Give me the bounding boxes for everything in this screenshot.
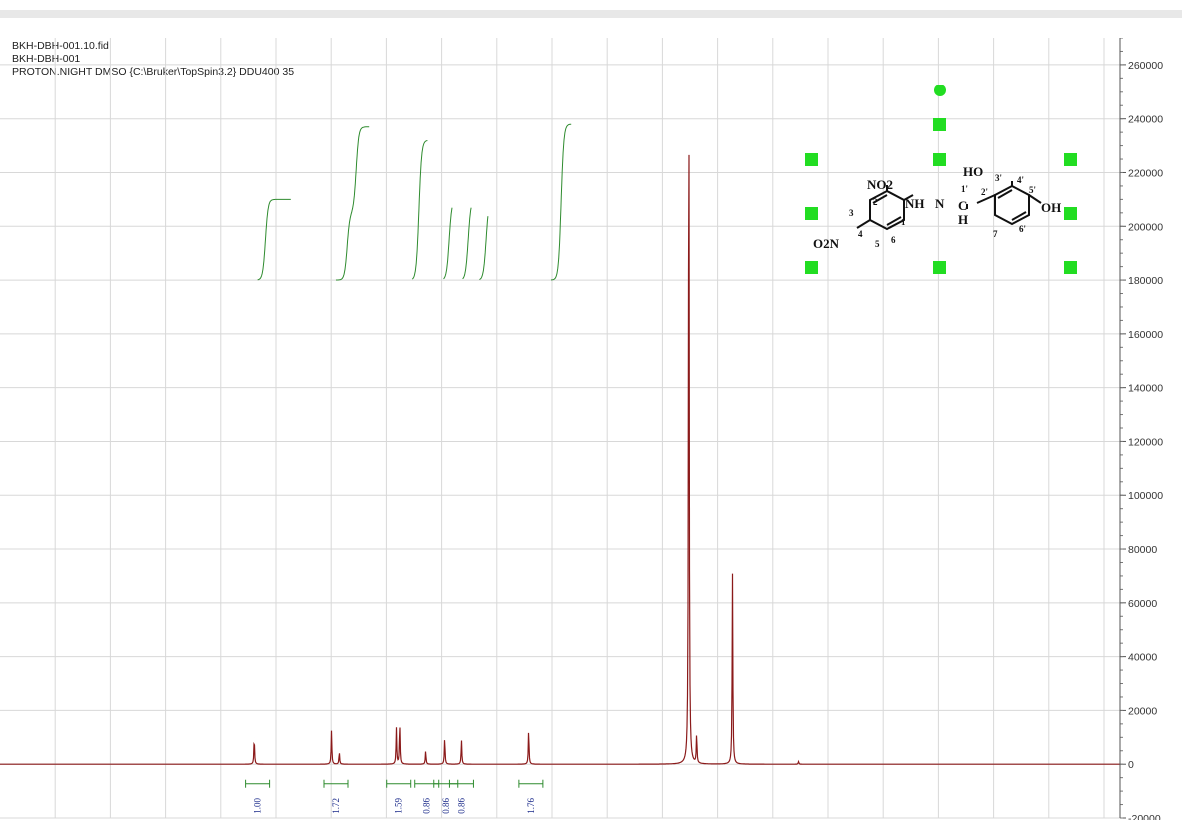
benzene-ring-right bbox=[966, 181, 1042, 226]
handle-top-rotate[interactable] bbox=[933, 118, 946, 131]
y-tick-label: 80000 bbox=[1128, 544, 1157, 556]
handle-bottom-left[interactable] bbox=[805, 261, 818, 274]
atom-5p: 5' bbox=[1029, 185, 1036, 195]
top-toolbar-strip bbox=[0, 10, 1182, 18]
y-tick-label: 240000 bbox=[1128, 114, 1163, 126]
atom-1: 1 bbox=[901, 217, 906, 227]
y-tick-label: 260000 bbox=[1128, 60, 1163, 72]
y-tick-label: 120000 bbox=[1128, 436, 1163, 448]
y-tick-label: -20000 bbox=[1128, 813, 1161, 820]
dataset-name: BKH-DBH-001 bbox=[12, 53, 81, 65]
label-nh: NH bbox=[905, 196, 925, 211]
integral-curve bbox=[443, 207, 453, 280]
y-tick-label: 200000 bbox=[1128, 221, 1163, 233]
dataset-filename: BKH-DBH-001.10.fid bbox=[12, 40, 109, 52]
integral-label: 1.72 bbox=[331, 798, 341, 814]
atom-3p: 3' bbox=[995, 173, 1002, 183]
integral-label: 0.86 bbox=[441, 797, 451, 813]
handle-top-right[interactable] bbox=[1064, 153, 1077, 166]
atom-1p: 1' bbox=[961, 184, 968, 194]
y-tick-label: 100000 bbox=[1128, 490, 1163, 502]
atom-6: 6 bbox=[891, 235, 896, 245]
integral-label: 1.76 bbox=[526, 797, 536, 813]
label-c: C bbox=[958, 198, 967, 213]
y-tick-label: 140000 bbox=[1128, 383, 1163, 395]
rotate-handle[interactable] bbox=[934, 85, 946, 96]
y-axis: 2600002400002200002000001800001600001400… bbox=[1119, 38, 1163, 820]
y-tick-label: 40000 bbox=[1128, 652, 1157, 664]
y-tick-label: 220000 bbox=[1128, 167, 1163, 179]
handle-bottom-right[interactable] bbox=[1064, 261, 1077, 274]
y-tick-label: 0 bbox=[1128, 759, 1134, 771]
integral-label: 0.86 bbox=[456, 797, 466, 813]
label-o2n: O2N bbox=[813, 236, 840, 251]
handle-top-center[interactable] bbox=[933, 153, 946, 166]
label-oh: OH bbox=[1041, 200, 1061, 215]
integral-curve bbox=[411, 140, 428, 280]
integral-label: 1.59 bbox=[394, 797, 404, 813]
y-tick-label: 20000 bbox=[1128, 705, 1157, 717]
atom-2p: 2' bbox=[981, 187, 988, 197]
integral-curve bbox=[550, 123, 572, 281]
y-tick-label: 60000 bbox=[1128, 598, 1157, 610]
label-ho: HO bbox=[963, 164, 983, 179]
atom-6p: 6' bbox=[1019, 224, 1026, 234]
atom-7: 7 bbox=[993, 229, 998, 239]
y-tick-label: 180000 bbox=[1128, 275, 1163, 287]
nmr-spectrum-plot[interactable]: 1.00 1.72 1.59 0.86 0.86 0.86 1.76 26000024000… bbox=[0, 38, 1182, 820]
integral-curve bbox=[257, 198, 291, 281]
selection-handles[interactable] bbox=[805, 85, 1077, 274]
label-h: H bbox=[958, 212, 968, 227]
atom-3: 3 bbox=[849, 208, 854, 218]
atom-5: 5 bbox=[875, 239, 880, 249]
atom-4: 4 bbox=[858, 229, 863, 239]
integral-labels: 1.00 1.72 1.59 0.86 0.86 0.86 1.76 bbox=[245, 779, 544, 814]
experiment-info: PROTON.NIGHT DMSO {C:\Bruker\TopSpin3.2}… bbox=[12, 66, 295, 78]
integral-curve bbox=[462, 207, 472, 280]
handle-bottom-center[interactable] bbox=[933, 261, 946, 274]
atom-2: 2 bbox=[873, 197, 878, 207]
spectrum-line bbox=[0, 154, 1120, 765]
integral-curves bbox=[257, 123, 572, 281]
handle-middle-right[interactable] bbox=[1064, 207, 1077, 220]
integral-label: 0.86 bbox=[422, 797, 432, 813]
integral-curve bbox=[479, 216, 489, 280]
handle-top-left[interactable] bbox=[805, 153, 818, 166]
label-no2: NO2 bbox=[867, 177, 893, 192]
label-n: N bbox=[935, 196, 945, 211]
atom-4p: 4' bbox=[1017, 175, 1024, 185]
benzene-ring-left bbox=[856, 185, 914, 231]
integral-curve bbox=[335, 126, 370, 281]
integral-label: 1.00 bbox=[253, 797, 263, 813]
molecule-structure[interactable]: NO2 O2N NH N C H HO OH 1 2 3 4 5 6 1' 2'… bbox=[805, 85, 1080, 275]
handle-middle-left[interactable] bbox=[805, 207, 818, 220]
spectrum-trace bbox=[0, 154, 1120, 765]
y-tick-label: 160000 bbox=[1128, 329, 1163, 341]
